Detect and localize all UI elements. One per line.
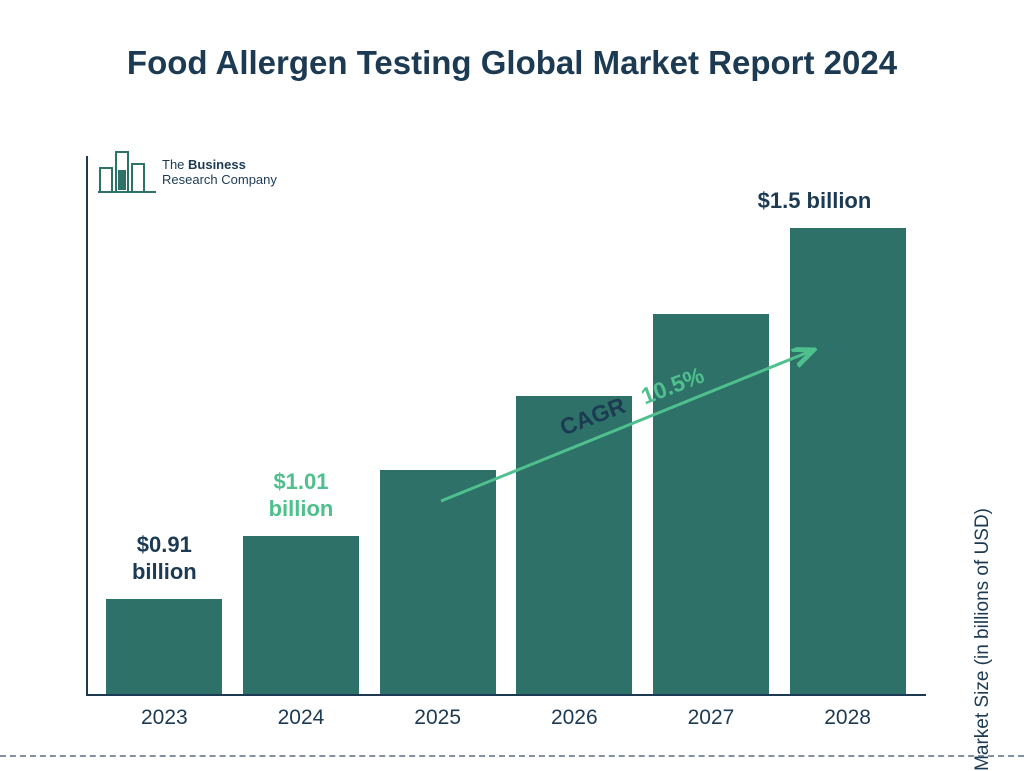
x-axis-line (86, 694, 926, 696)
bar-value-label: $1.01billion (269, 469, 334, 522)
x-tick-label: 2025 (414, 706, 461, 730)
bottom-dashed-line (0, 755, 1024, 757)
bar-wrap: 2025 (380, 470, 496, 694)
bar (243, 536, 359, 694)
x-tick-label: 2023 (141, 706, 188, 730)
x-tick-label: 2028 (824, 706, 871, 730)
x-tick-label: 2027 (688, 706, 735, 730)
bar (790, 228, 906, 694)
x-tick-label: 2026 (551, 706, 598, 730)
bar (516, 396, 632, 694)
bar-value-label: $0.91billion (132, 532, 197, 585)
bar-value-label: $1.5 billion (758, 188, 872, 214)
chart-title: Food Allergen Testing Global Market Repo… (0, 42, 1024, 83)
bars-container: 2023$0.91billion2024$1.01billion20252026… (86, 156, 926, 694)
chart-area: 2023$0.91billion2024$1.01billion20252026… (86, 156, 926, 696)
bar-wrap: 2024$1.01billion (243, 536, 359, 694)
x-tick-label: 2024 (278, 706, 325, 730)
bar (106, 599, 222, 694)
bar-wrap: 2028$1.5 billion (790, 228, 906, 694)
bar-wrap: 2026 (516, 396, 632, 694)
bar-wrap: 2023$0.91billion (106, 599, 222, 694)
y-axis-title: Market Size (in billions of USD) (972, 508, 994, 771)
bar (380, 470, 496, 694)
